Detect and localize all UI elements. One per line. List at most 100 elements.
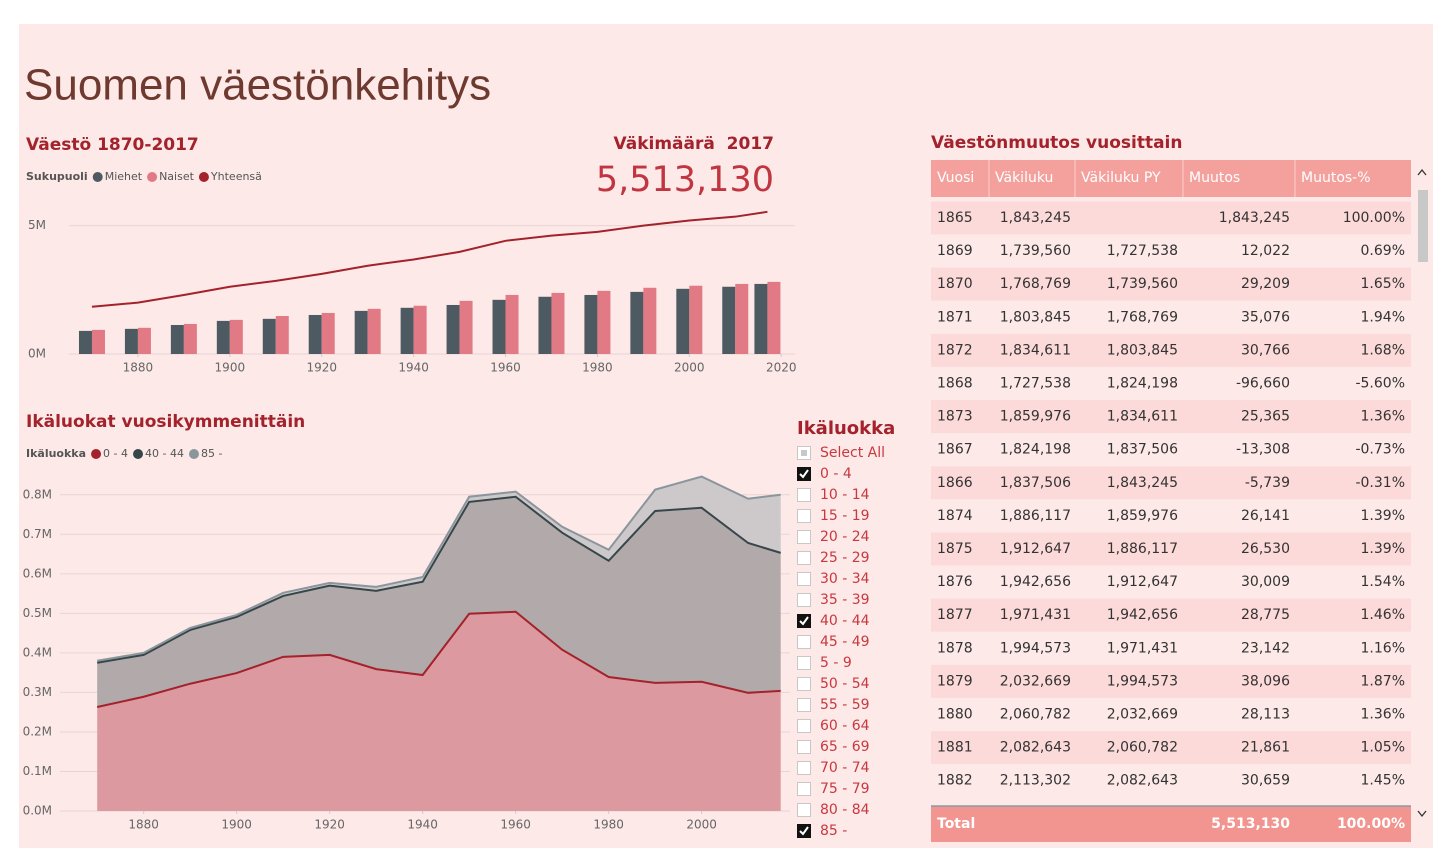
bar	[643, 287, 657, 354]
slicer-item[interactable]: 0 - 4	[797, 466, 852, 482]
table-cell: 1882	[937, 773, 973, 789]
table-title: Väestönmuutos vuosittain	[931, 133, 1182, 153]
x-tick-label: 1960	[500, 818, 531, 832]
checkbox[interactable]	[797, 635, 811, 649]
card-value: 5,513,130	[596, 160, 774, 200]
checkbox[interactable]	[797, 656, 811, 670]
table-cell: 1,824,198	[1107, 376, 1178, 392]
scroll-up[interactable]	[1417, 168, 1427, 176]
bar	[459, 300, 473, 354]
slicer-item[interactable]: 40 - 44	[797, 613, 870, 629]
x-tick-label: 1920	[314, 818, 345, 832]
checkmark	[799, 469, 809, 479]
table-row	[931, 598, 1411, 632]
table-cell: 26,530	[1241, 541, 1290, 557]
checkbox[interactable]	[797, 572, 811, 586]
checkbox[interactable]	[797, 530, 811, 544]
table-cell: -5,739	[1245, 475, 1290, 491]
table-cell: 30,766	[1241, 342, 1290, 358]
table-cell: 1,912,647	[1000, 541, 1071, 557]
table-cell: 1,994,573	[1107, 673, 1178, 689]
table-cell: 29,209	[1241, 276, 1290, 292]
slicer-item[interactable]: 60 - 64	[797, 718, 870, 734]
table-cell: 1875	[937, 541, 973, 557]
x-tick-label: 1900	[221, 818, 252, 832]
table-cell: 1,843,245	[1107, 475, 1178, 491]
slicer-label: 20 - 24	[820, 529, 870, 545]
slicer-label: 25 - 29	[820, 550, 870, 566]
slicer-item[interactable]: 15 - 19	[797, 508, 870, 524]
slicer-item[interactable]: 25 - 29	[797, 550, 870, 566]
table-cell: 2,082,643	[1107, 773, 1178, 789]
scroll-thumb[interactable]	[1418, 190, 1428, 262]
checkbox[interactable]	[797, 677, 811, 691]
table-cell: 1866	[937, 475, 973, 491]
table-cell: 1870	[937, 276, 973, 292]
checkbox[interactable]	[797, 719, 811, 733]
table-cell: 25,365	[1241, 409, 1290, 425]
checkbox[interactable]	[797, 488, 811, 502]
bar	[505, 294, 519, 354]
table-cell: 1.39%	[1361, 541, 1405, 557]
checkbox[interactable]	[797, 698, 811, 712]
area-fill	[97, 611, 781, 811]
x-tick-label: 1880	[123, 361, 154, 375]
checkbox[interactable]	[797, 761, 811, 775]
bar	[754, 283, 768, 354]
x-tick-label: 1880	[128, 818, 159, 832]
checkbox[interactable]	[797, 551, 811, 565]
area-fill	[97, 496, 781, 708]
table-cell: 26,141	[1241, 508, 1290, 524]
slicer-item[interactable]: 65 - 69	[797, 739, 870, 755]
slicer-label: 5 - 9	[820, 655, 852, 671]
checkbox[interactable]	[797, 803, 811, 817]
bar	[551, 292, 565, 354]
bar	[183, 323, 197, 354]
area-line	[97, 475, 781, 662]
table-cell: 1,912,647	[1107, 574, 1178, 590]
y-tick-label: 0.5M	[23, 606, 52, 620]
table-cell: 1868	[937, 376, 973, 392]
slicer-item[interactable]: 50 - 54	[797, 676, 870, 692]
table-cell: 23,142	[1241, 640, 1290, 656]
table-cell: -0.31%	[1355, 475, 1405, 491]
scrollbar[interactable]	[1413, 160, 1431, 842]
scroll-down[interactable]	[1417, 810, 1427, 818]
table-cell: 30,009	[1241, 574, 1290, 590]
slicer-item[interactable]: 30 - 34	[797, 571, 870, 587]
bar	[354, 310, 368, 354]
x-tick-label: 1940	[407, 818, 438, 832]
slicer-item[interactable]: 55 - 59	[797, 697, 870, 713]
table-cell: 1,843,245	[1219, 210, 1290, 226]
checkbox[interactable]	[797, 782, 811, 796]
x-tick-label: 2020	[766, 361, 797, 375]
slicer-item[interactable]: 35 - 39	[797, 592, 870, 608]
bar	[492, 299, 506, 354]
table-cell: 1,739,560	[1000, 243, 1071, 259]
slicer-label: 70 - 74	[820, 760, 870, 776]
table-cell: Total	[937, 816, 975, 832]
slicer-item[interactable]: 70 - 74	[797, 760, 870, 776]
table-cell: 2,082,643	[1000, 740, 1071, 756]
table-cell: 1,803,845	[1107, 342, 1178, 358]
slicer-item[interactable]: 20 - 24	[797, 529, 870, 545]
slicer-item[interactable]: 75 - 79	[797, 781, 870, 797]
slicer-item[interactable]: 10 - 14	[797, 487, 870, 503]
slicer-item[interactable]: 80 - 84	[797, 802, 870, 818]
checkbox[interactable]	[797, 740, 811, 754]
slicer-item[interactable]: 45 - 49	[797, 634, 870, 650]
slicer-item[interactable]: 85 -	[797, 823, 847, 839]
table-cell: -0.73%	[1355, 442, 1405, 458]
checkbox[interactable]	[797, 509, 811, 523]
checkbox[interactable]	[797, 593, 811, 607]
area-line	[97, 495, 781, 664]
slicer-item[interactable]: 5 - 9	[797, 655, 852, 671]
table-cell: 1.94%	[1361, 309, 1405, 325]
slicer-label: 80 - 84	[820, 802, 870, 818]
bar	[275, 316, 289, 354]
slicer-label: 60 - 64	[820, 718, 870, 734]
slicer-item[interactable]: Select All	[797, 445, 886, 461]
table-cell: 1877	[937, 607, 973, 623]
table-cell: 1,886,117	[1107, 541, 1178, 557]
